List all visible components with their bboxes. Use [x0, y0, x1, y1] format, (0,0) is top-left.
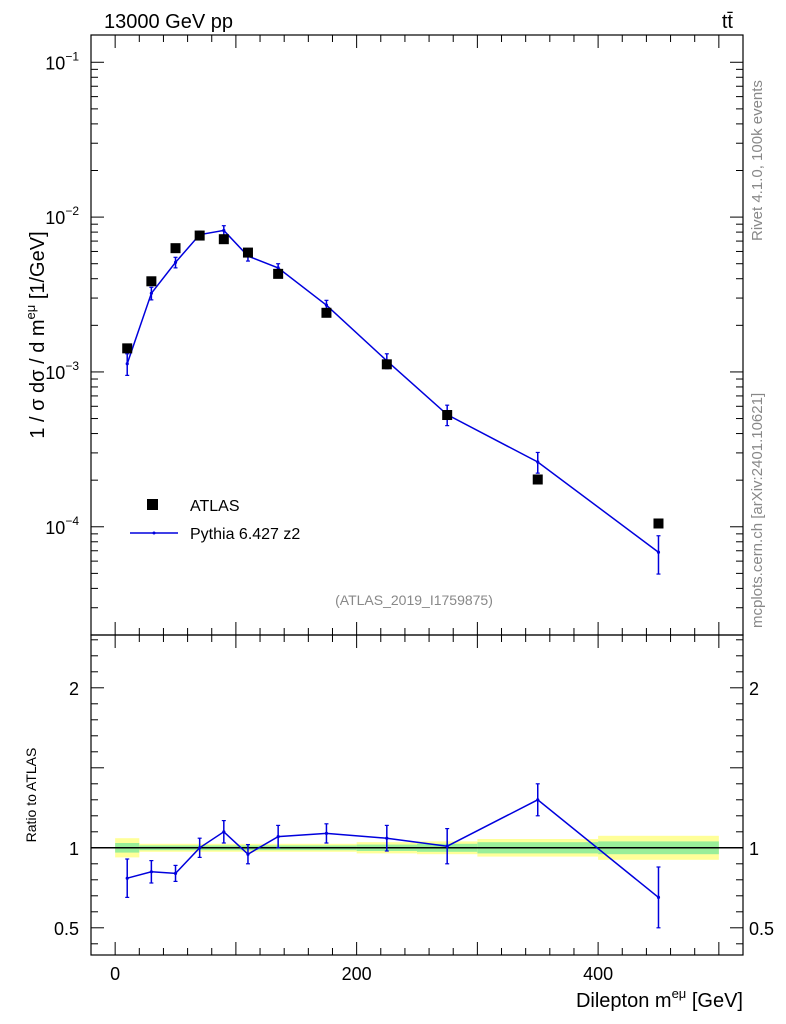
pythia-point — [276, 266, 280, 270]
pythia-point — [324, 303, 329, 307]
legend-pythia-label: Pythia 6.427 z2 — [190, 526, 300, 543]
main-y-tick-label: 10−4 — [45, 514, 79, 538]
pythia-point — [656, 550, 661, 554]
mcplots-arxiv-label: mcplots.cern.ch [arXiv:2401.10621] — [749, 393, 766, 628]
ratio-point — [276, 835, 280, 839]
legend-atlas-marker — [147, 499, 158, 510]
main-y-axis-label: 1 / σ dσ / d meμ [1/GeV] — [23, 231, 49, 438]
atlas-data-point — [653, 518, 664, 529]
atlas-data-point — [273, 268, 284, 279]
ratio-y-tick-label-right: 1 — [749, 839, 759, 859]
ratio-point — [445, 844, 449, 848]
pythia-point — [222, 228, 226, 233]
atlas-data-point — [242, 247, 253, 258]
analysis-id-label: (ATLAS_2019_I1759875) — [335, 592, 493, 608]
x-tick-label: 200 — [342, 964, 372, 984]
main-y-tick-label: 10−1 — [45, 49, 79, 73]
rivet-version-label: Rivet 4.1.0, 100k events — [749, 80, 766, 241]
ratio-y-tick-label: 1 — [69, 839, 79, 859]
ratio-y-tick-label: 2 — [69, 679, 79, 699]
ratio-point — [324, 831, 329, 836]
main-y-tick-label: 10−3 — [45, 359, 79, 383]
main-y-tick-label: 10−2 — [45, 204, 79, 228]
ratio-point — [125, 876, 129, 880]
atlas-data-point — [218, 234, 229, 245]
ratio-point — [385, 836, 389, 840]
pythia-curve — [126, 229, 659, 553]
main-frame — [90, 34, 744, 636]
atlas-data-point — [321, 307, 332, 318]
header-energy-label: 13000 GeV pp — [104, 11, 233, 33]
ratio-point — [536, 798, 540, 802]
atlas-data-point — [194, 230, 205, 241]
ratio-point — [149, 870, 153, 874]
legend-atlas-label: ATLAS — [190, 498, 240, 515]
pythia-point — [173, 260, 178, 264]
pythia-point — [125, 362, 129, 366]
atlas-data-point — [532, 474, 543, 485]
main-panel: 10−1 10−2 10−3 10−4 1 / σ dσ / d meμ [1/GeV… — [23, 34, 744, 636]
ratio-point — [246, 852, 250, 856]
ratio-point — [222, 830, 226, 834]
legend-pythia-marker — [152, 531, 156, 535]
ratio-y-axis-label: Ratio to ATLAS — [23, 748, 39, 843]
pythia-point — [149, 291, 153, 295]
ratio-curve — [127, 798, 659, 898]
ratio-point — [198, 846, 202, 850]
ratio-y-tick-label-right: 2 — [749, 679, 759, 699]
header-process-label: tt̄ — [722, 11, 734, 33]
ratio-y-tick-label: 0.5 — [54, 919, 79, 939]
pythia-point — [536, 460, 540, 464]
ratio-panel: 0 200 400 0.5 0.5 1 1 2 2 Ratio to ATLAS Dilepto… — [23, 634, 774, 1012]
x-axis-label: Dilepton meμ [GeV] — [576, 986, 743, 1012]
ratio-point — [656, 895, 661, 900]
atlas-data-point — [381, 359, 392, 370]
legend: ATLAS Pythia 6.427 z2 — [130, 498, 300, 543]
ratio-y-tick-label-right: 0.5 — [749, 919, 774, 939]
x-tick-label: 0 — [110, 964, 120, 984]
atlas-data-point — [146, 276, 157, 287]
atlas-data-point — [442, 410, 453, 421]
atlas-data-point — [122, 343, 133, 354]
x-tick-label: 400 — [583, 964, 613, 984]
ratio-point — [173, 871, 178, 876]
ratio-frame — [90, 634, 744, 956]
atlas-data-point — [170, 243, 181, 254]
